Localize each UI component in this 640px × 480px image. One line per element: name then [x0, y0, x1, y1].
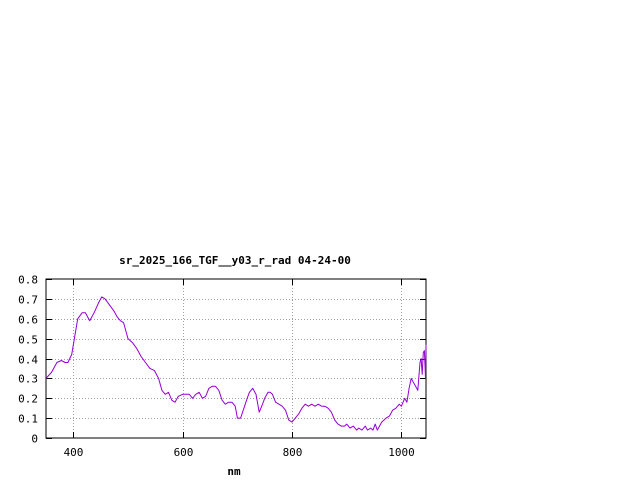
series-layer: [45, 296, 427, 431]
x-tick-label: 800: [283, 446, 303, 459]
series-line: [45, 296, 427, 431]
axis-ticks: [46, 279, 426, 439]
plot-frame: [45, 278, 427, 439]
x-axis-label: nm: [227, 465, 241, 478]
grid: [46, 279, 426, 438]
y-tick-label: 0.5: [18, 334, 38, 347]
tick-labels: 0 0.1 0.2 0.3 0.4 0.5 0.6 0.7 0.8 400 600 800 1000: [18, 274, 415, 460]
y-tick-label: 0.7: [18, 294, 38, 307]
x-tick-label: 1000: [388, 446, 415, 459]
y-tick-label: 0.3: [18, 373, 38, 386]
y-tick-label: 0: [31, 433, 38, 446]
chart-title: sr_2025_166_TGF__y03_r_rad 04-24-00: [119, 254, 351, 267]
y-tick-label: 0.4: [18, 354, 38, 367]
y-tick-label: 0.8: [18, 274, 38, 287]
x-tick-label: 400: [64, 446, 84, 459]
y-tick-label: 0.2: [18, 393, 38, 406]
y-tick-label: 0.1: [18, 413, 38, 426]
x-tick-label: 600: [174, 446, 194, 459]
y-tick-label: 0.6: [18, 314, 38, 327]
